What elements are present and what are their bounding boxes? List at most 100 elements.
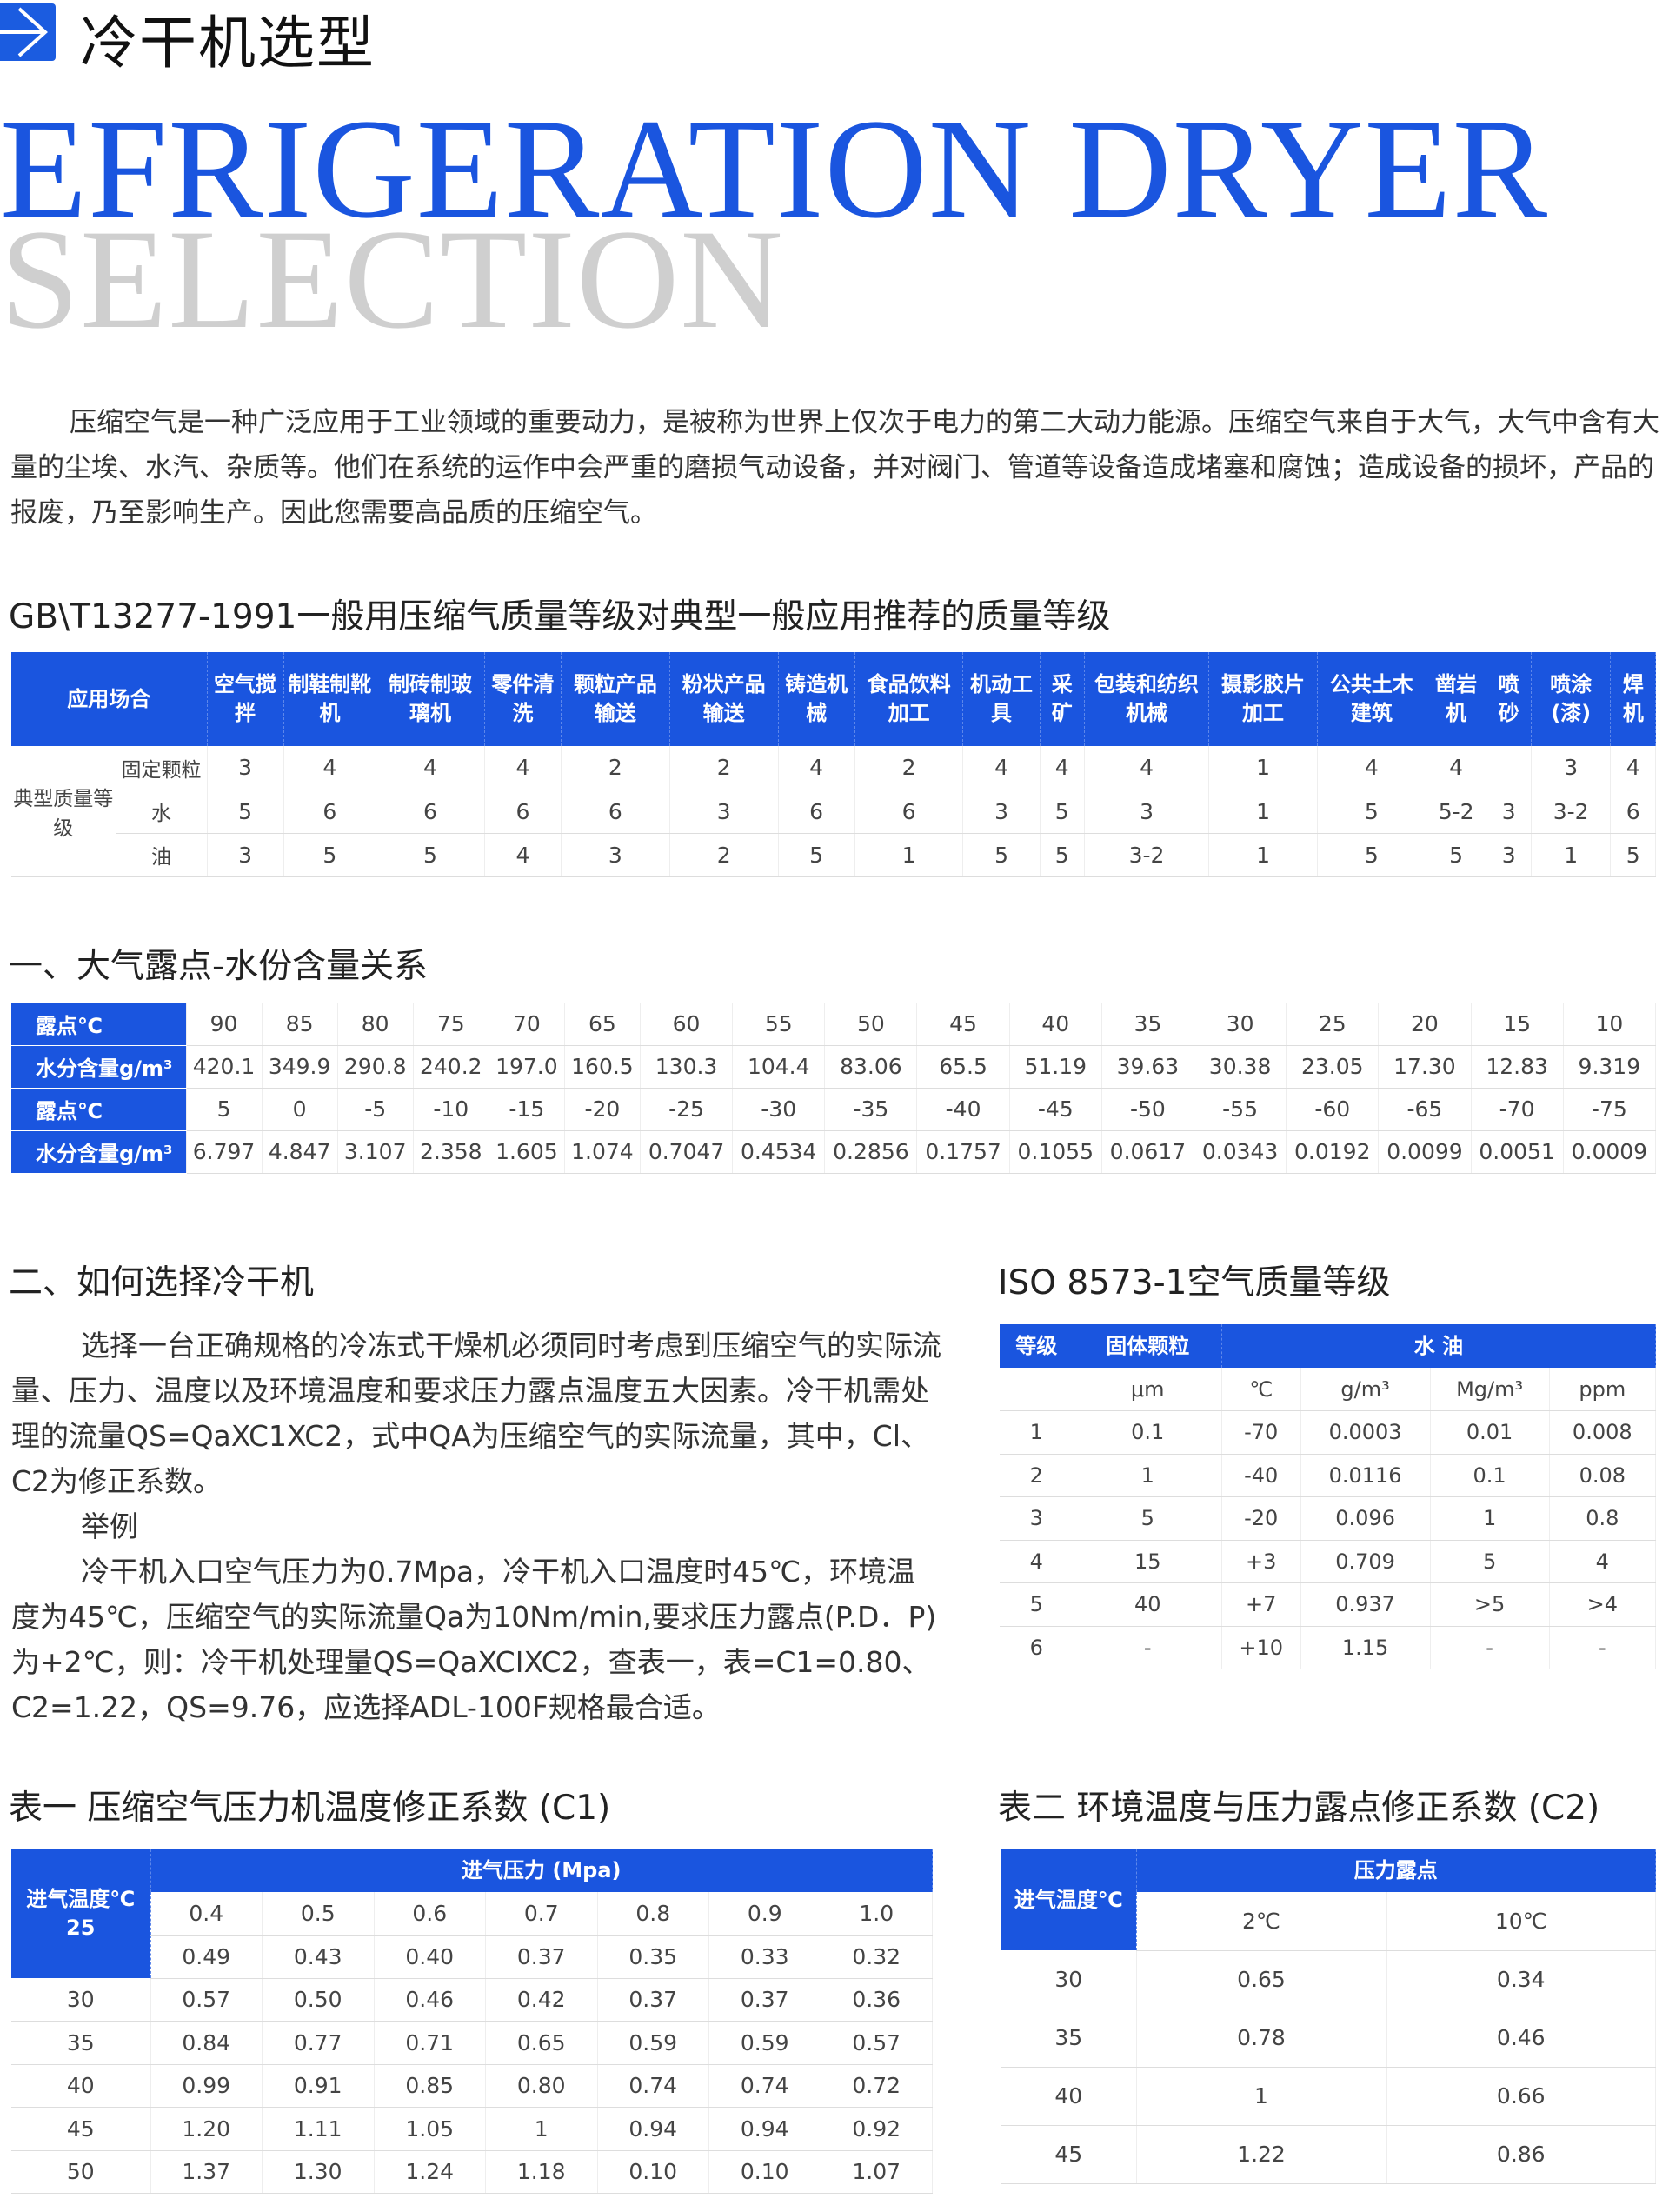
c1-correction-table: 进气温度℃ 25 进气压力 (Mpa) 0.4 0.5 0.6 0.7 0.8 0.9 1.0 0.… — [11, 1849, 933, 2194]
temp-cell: 50 — [11, 2150, 151, 2194]
dew-section-title: 一、大气露点-水份含量关系 — [9, 947, 429, 986]
table-cell: 1 — [485, 2107, 598, 2151]
iso-quality-table: 等级 固体颗粒水 油 μm ℃ g/m³ Mg/m³ ppm 1 0.1 -70 0.0003 0.0… — [1000, 1324, 1657, 1669]
table-cell: 1 — [1208, 746, 1318, 790]
table-cell: 40 — [1009, 1003, 1102, 1046]
table-row: 等级 固体颗粒水 油 — [1000, 1324, 1657, 1368]
table-cell: 1.24 — [374, 2150, 486, 2194]
table-cell: 2 — [561, 746, 670, 790]
table-cell: 3.107 — [337, 1130, 414, 1174]
table-cell: - — [1430, 1626, 1550, 1669]
unit-cell: Mg/m³ — [1430, 1368, 1550, 1411]
table-row: 1 0.1 -70 0.0003 0.01 0.008 — [1000, 1410, 1657, 1455]
table-cell: -45 — [1009, 1088, 1102, 1131]
table-cell: 0.0343 — [1194, 1130, 1287, 1174]
table-cell: 1.37 — [150, 2150, 263, 2194]
table-cell: 3-2 — [1084, 833, 1210, 877]
temp-cell: 45 — [11, 2107, 151, 2151]
table-row: 5 40 +7 0.937 >5 >4 — [1000, 1582, 1657, 1627]
c1-table-title: 表一 压缩空气压力机温度修正系数 (C1) — [9, 1789, 611, 1828]
table-cell: +7 — [1221, 1582, 1301, 1627]
gb-table-title: GB\T13277-1991一般用压缩气质量等级对典型一般应用推荐的质量等级 — [9, 597, 1111, 636]
table-cell: 5-2 — [1426, 790, 1487, 834]
table-cell: 0 — [262, 1088, 338, 1131]
table-cell: 0.74 — [708, 2064, 821, 2108]
temp-cell: 35 — [1001, 2009, 1137, 2068]
table-cell: 4 — [1426, 746, 1487, 790]
table-cell: 0.0617 — [1101, 1130, 1195, 1174]
table-cell: -40 — [1221, 1454, 1301, 1497]
iso-table-title: ISO 8573-1空气质量等级 — [998, 1263, 1391, 1303]
table-cell: -60 — [1286, 1088, 1380, 1131]
table-row: 应用场合 空气搅拌 制鞋制靴机 制砖制玻璃机 零件清洗 颗粒产品输送 粉状产品输送 铸造机械食… — [11, 652, 1656, 746]
table-cell: 2 — [669, 746, 779, 790]
table-cell: 5 — [186, 1088, 263, 1131]
table-cell: 0.49 — [150, 1935, 263, 1979]
table-cell: 5 — [1430, 1540, 1550, 1583]
table-cell: 4 — [484, 833, 562, 877]
table-cell: 0.1757 — [916, 1130, 1010, 1174]
table-cell: 0.92 — [821, 2107, 933, 2151]
table-cell: -65 — [1378, 1088, 1472, 1131]
table-cell: 5 — [207, 790, 284, 834]
table-cell: 4.847 — [262, 1130, 338, 1174]
table-cell: 4 — [484, 746, 562, 790]
table-cell: 80 — [337, 1003, 414, 1046]
arrow-right-icon — [0, 3, 56, 61]
table-cell: 0.709 — [1300, 1540, 1431, 1583]
table-row: 4 15 +3 0.709 5 4 — [1000, 1540, 1657, 1583]
table-cell: +3 — [1221, 1540, 1301, 1583]
table-cell: 51.19 — [1009, 1045, 1102, 1089]
table-cell: 0.94 — [708, 2107, 821, 2151]
table-cell: 0.1 — [1074, 1410, 1222, 1455]
table-cell: 0.80 — [485, 2064, 598, 2108]
table-cell: 5 — [1074, 1496, 1222, 1541]
table-cell: -20 — [564, 1088, 641, 1131]
table-cell: 3 — [1486, 790, 1532, 834]
table-cell: 39.63 — [1101, 1045, 1195, 1089]
table-cell: 130.3 — [640, 1045, 734, 1089]
table-cell: 0.86 — [1386, 2125, 1657, 2184]
table-cell: 3 — [962, 790, 1041, 834]
table-cell: -15 — [489, 1088, 565, 1131]
column-header: 食品饮料加工 — [854, 652, 964, 746]
table-row: 水 5 6 6 6 6 3 6 6 3 5 3 1 5 5-2 3 3-2 6 — [11, 790, 1656, 834]
temp-cell: 30 — [1001, 1950, 1137, 2009]
table-cell: 0.43 — [262, 1935, 375, 1979]
table-cell: 4 — [283, 746, 377, 790]
table-cell: 5 — [1040, 790, 1085, 834]
table-cell: 65 — [564, 1003, 641, 1046]
table-row: 露点℃ 5 0 -5 -10 -15 -20 -25 -30 -35 -40 -45 -50 -55 -60… — [11, 1088, 1657, 1131]
temp-cell: 40 — [11, 2064, 151, 2108]
table-cell: -40 — [916, 1088, 1010, 1131]
table-cell: 420.1 — [186, 1045, 263, 1089]
row-group-label: 典型质量等级 — [11, 746, 116, 877]
corner-value: 25 — [66, 1916, 96, 1940]
table-cell: 0.1055 — [1009, 1130, 1102, 1174]
table-cell: -25 — [640, 1088, 734, 1131]
column-header: 采矿 — [1040, 652, 1085, 746]
table-cell: 55 — [732, 1003, 826, 1046]
table-cell: 45 — [916, 1003, 1010, 1046]
table-cell: 0.34 — [1386, 1950, 1657, 2009]
table-cell: -30 — [732, 1088, 826, 1131]
table-row: 典型质量等级 固定颗粒 3 4 4 4 2 2 4 2 4 4 4 1 4 4 3 4 — [11, 746, 1656, 877]
table-row: 油 3 5 5 4 3 2 5 1 5 5 3-2 1 5 5 3 1 5 — [11, 833, 1656, 877]
table-cell: 1 — [1208, 833, 1318, 877]
table-cell: 30.38 — [1194, 1045, 1287, 1089]
table-cell: 240.2 — [413, 1045, 489, 1089]
table-cell: 5 — [376, 833, 485, 877]
table-cell: 0.4534 — [732, 1130, 826, 1174]
table-cell: 4 — [1084, 746, 1210, 790]
table-cell: 60 — [640, 1003, 734, 1046]
table-row: 30 0.57 0.50 0.46 0.42 0.37 0.37 0.36 — [11, 1978, 933, 2022]
table-cell: 1 — [1208, 790, 1318, 834]
unit-cell: ppm — [1549, 1368, 1657, 1411]
temp-cell: 40 — [1001, 2067, 1137, 2126]
table-cell: 0.0099 — [1378, 1130, 1472, 1174]
table-cell: 0.74 — [597, 2064, 709, 2108]
table-cell: -70 — [1221, 1410, 1301, 1455]
table-row: 45 1.22 0.86 — [1001, 2125, 1657, 2184]
table-row: μm ℃ g/m³ Mg/m³ ppm — [1000, 1368, 1657, 1411]
table-cell: -10 — [413, 1088, 489, 1131]
